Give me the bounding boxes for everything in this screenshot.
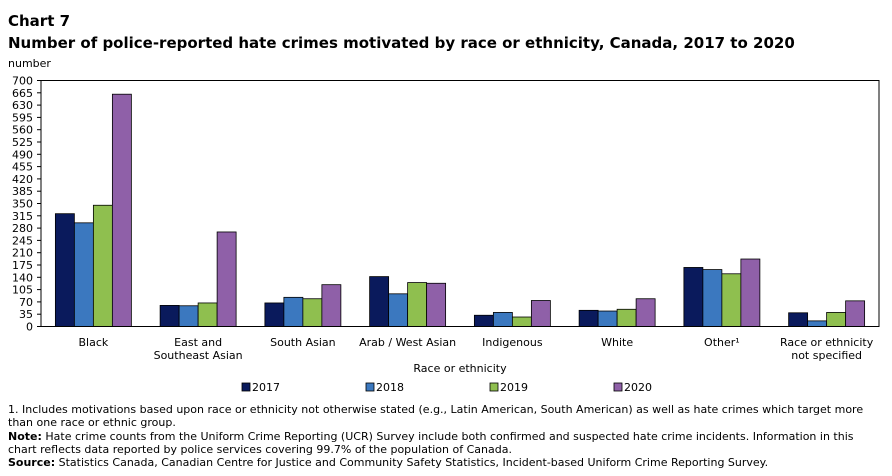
legend-label-2019: 2019 [500, 381, 528, 394]
bar-2020 [426, 282, 447, 327]
y-tick-label: 35 [19, 308, 33, 321]
x-tick-label: not specified [791, 349, 862, 362]
y-tick-label: 140 [12, 271, 33, 284]
bar-2018 [807, 320, 828, 327]
bar-2019 [407, 282, 428, 327]
bar-2020 [845, 300, 866, 327]
y-tick-label: 210 [12, 247, 33, 260]
x-tick-label: South Asian [270, 336, 336, 349]
source-text: Statistics Canada, Canadian Centre for J… [55, 456, 769, 469]
bar-2018 [702, 269, 723, 327]
y-tick-label: 665 [12, 87, 33, 100]
bar-2018 [283, 296, 304, 327]
y-tick-label: 385 [12, 185, 33, 198]
y-tick-label: 70 [19, 296, 33, 309]
source: Source: Statistics Canada, Canadian Cent… [8, 456, 884, 469]
bar-2017 [683, 267, 704, 327]
bar-2019 [197, 302, 218, 327]
bar-2020 [321, 284, 342, 327]
bar-2019 [511, 316, 532, 327]
legend-swatch-2017 [241, 382, 251, 392]
x-tick-label: Race or ethnicity [780, 336, 874, 349]
legend-swatch-2019 [489, 382, 499, 392]
y-tick-label: 245 [12, 234, 33, 247]
footnote-1: 1. Includes motivations based upon race … [8, 403, 864, 429]
bar-2017 [473, 314, 494, 327]
bar-2017 [369, 276, 390, 327]
y-tick-label: 0 [26, 321, 33, 334]
bar-2018 [492, 312, 513, 327]
bar-2019 [721, 273, 742, 327]
y-axis-unit-label: number [8, 57, 51, 70]
y-tick-label: 630 [12, 99, 33, 112]
y-tick-label: 315 [12, 210, 33, 223]
chart-title: Number of police-reported hate crimes mo… [8, 34, 795, 52]
y-tick-label: 525 [12, 136, 33, 149]
y-tick-label: 105 [12, 284, 33, 297]
x-tick-label: White [601, 336, 633, 349]
x-tick-label: Black [78, 336, 108, 349]
bar-2018 [178, 305, 199, 327]
x-tick-label: Arab / West Asian [359, 336, 456, 349]
bar-2020 [216, 231, 237, 327]
bar-series [54, 93, 866, 327]
bar-2019 [92, 204, 113, 327]
bar-2020 [740, 258, 761, 327]
note: Note: Hate crime counts from the Uniform… [8, 430, 884, 456]
legend-label-2018: 2018 [376, 381, 404, 394]
bar-2017 [54, 213, 75, 327]
chart-number: Chart 7 [8, 12, 71, 30]
bar-2019 [302, 298, 323, 327]
y-tick-label: 595 [12, 111, 33, 124]
plot-frame [40, 80, 880, 327]
y-tick-label: 455 [12, 161, 33, 174]
y-tick-label: 700 [12, 75, 33, 88]
x-tick-label: East and [174, 336, 222, 349]
source-label: Source: [8, 456, 56, 469]
legend-swatch-2018 [365, 382, 375, 392]
legend-swatch-2020 [613, 382, 623, 392]
legend-label-2017: 2017 [252, 381, 280, 394]
legend: 2017 2018 2019 2020 [241, 381, 652, 394]
x-tick-label: Other¹ [704, 336, 740, 349]
bar-2017 [264, 302, 285, 327]
bar-2020 [111, 93, 132, 327]
y-tick-label: 560 [12, 124, 33, 137]
y-tick-label: 175 [12, 259, 33, 272]
bar-2017 [788, 312, 809, 327]
x-tick-label: Southeast Asian [154, 349, 243, 362]
note-text: Hate crime counts from the Uniform Crime… [8, 430, 854, 456]
y-axis-ticks: 7006656305955605254904554203853503152802… [12, 75, 41, 334]
note-label: Note: [8, 430, 42, 443]
bar-2019 [616, 308, 637, 327]
x-axis-title: Race or ethnicity [413, 362, 507, 375]
legend-label-2020: 2020 [624, 381, 652, 394]
bar-2019 [826, 312, 847, 327]
bar-chart: 7006656305955605254904554203853503152802… [12, 75, 880, 394]
bar-2018 [73, 222, 94, 327]
bar-2018 [597, 310, 618, 327]
bar-2020 [530, 300, 551, 327]
bar-2018 [388, 293, 409, 327]
x-tick-label: Indigenous [482, 336, 543, 349]
bar-2020 [635, 298, 656, 327]
y-tick-label: 420 [12, 173, 33, 186]
y-tick-label: 350 [12, 198, 33, 211]
y-tick-label: 280 [12, 222, 33, 235]
bar-2017 [159, 305, 180, 327]
bar-2017 [578, 309, 599, 327]
y-tick-label: 490 [12, 148, 33, 161]
